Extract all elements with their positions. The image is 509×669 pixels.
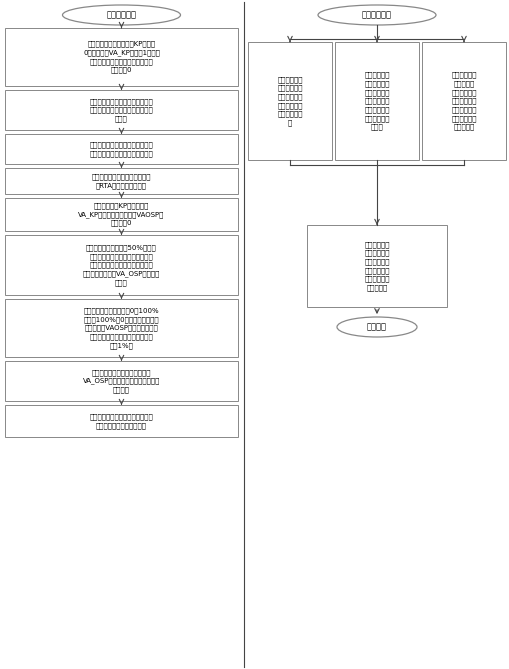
FancyBboxPatch shape: [307, 225, 447, 307]
Text: 请有资质的试
验院所进行调
速器动静态试
验，精确校验
参数，使其满
足规范要求: 请有资质的试 验院所进行调 速器动静态试 验，精确校验 参数，使其满 足规范要求: [364, 241, 390, 291]
Text: 将备用通道切为主用，用同样的方
法进行此通道补偿参数设定: 将备用通道切为主用，用同样的方 法进行此通道补偿参数设定: [90, 413, 153, 429]
Text: 恢复主环增益KP和副环增益
VA_KP，主配中位补偿参数VAOSP继
续保持为0: 恢复主环增益KP和副环增益 VA_KP，主配中位补偿参数VAOSP继 续保持为0: [78, 203, 165, 227]
Text: 将最终得到的主配中位补偿参数
VA_OSP和电液转换器电气零点补偿
参数保存: 将最终得到的主配中位补偿参数 VA_OSP和电液转换器电气零点补偿 参数保存: [83, 369, 160, 393]
Text: 控制参数整定: 控制参数整定: [362, 11, 392, 19]
FancyBboxPatch shape: [5, 361, 238, 401]
FancyBboxPatch shape: [248, 42, 332, 160]
Text: 待导叶稳定后，此时观察到的最终
输出值即是电液转换器的电气零点: 待导叶稳定后，此时观察到的最终 输出值即是电液转换器的电气零点: [90, 141, 153, 157]
Text: 补偿参数设定: 补偿参数设定: [106, 11, 136, 19]
Text: 若已知相似机
组的控制参
数，可凭经验
设置近似值，
然后加入阶跃
扰动，根据特
性逐步求取: 若已知相似机 组的控制参 数，可凭经验 设置近似值， 然后加入阶跃 扰动，根据特…: [451, 72, 477, 130]
FancyBboxPatch shape: [5, 28, 238, 86]
FancyBboxPatch shape: [335, 42, 419, 160]
Text: 手动设定导叶开度值为50%，待导
叶打开稳定后，读取主配反馈值，
该值即为主配中位理想值，将该值
作为主配中位补偿VA_OSP写入卡件
程序中: 手动设定导叶开度值为50%，待导 叶打开稳定后，读取主配反馈值， 该值即为主配中…: [83, 244, 160, 286]
Text: 调试结束: 调试结束: [367, 322, 387, 332]
Text: 将导叶控制回路主环增益KP设置为
0，副环增益VA_KP设置为1，电液
转换器电气零位及主配中位补偿参
数均设为0: 将导叶控制回路主环增益KP设置为 0，副环增益VA_KP设置为1，电液 转换器电…: [83, 41, 160, 74]
Text: 将该值作为电液转换器补偿参数
（RTA）写入卡件程序中: 将该值作为电液转换器补偿参数 （RTA）写入卡件程序中: [92, 173, 151, 189]
FancyBboxPatch shape: [5, 90, 238, 130]
FancyBboxPatch shape: [5, 134, 238, 164]
Text: 改变导叶开度设定值（从0到100%
，再从100%到0），在此过程中根
据需要微调VAOSP的值，使导叶开
度设定值与反馈值相等（偏差至少
小于1%）: 改变导叶开度设定值（从0到100% ，再从100%到0），在此过程中根 据需要微…: [83, 308, 159, 349]
Text: 若已经液压控
制回路传递函
数则可使用参
数整定软件求
取理论控制参
数: 若已经液压控 制回路传递函 数则可使用参 数整定软件求 取理论控制参 数: [277, 76, 303, 126]
FancyBboxPatch shape: [5, 299, 238, 357]
FancyBboxPatch shape: [5, 198, 238, 231]
FancyBboxPatch shape: [5, 235, 238, 295]
FancyBboxPatch shape: [5, 405, 238, 437]
FancyBboxPatch shape: [422, 42, 506, 160]
FancyBboxPatch shape: [5, 168, 238, 194]
Text: 开启录波模式，观察反馈及内部参
数变化，使能输出后，导叶将开至
最大。: 开启录波模式，观察反馈及内部参 数变化，使能输出后，导叶将开至 最大。: [90, 98, 153, 122]
Text: 若传递函数未
知，但大概了
解其特性，可
采用工程整定
法，如临界比
例带法、衰减
曲线法: 若传递函数未 知，但大概了 解其特性，可 采用工程整定 法，如临界比 例带法、衰…: [364, 72, 390, 130]
